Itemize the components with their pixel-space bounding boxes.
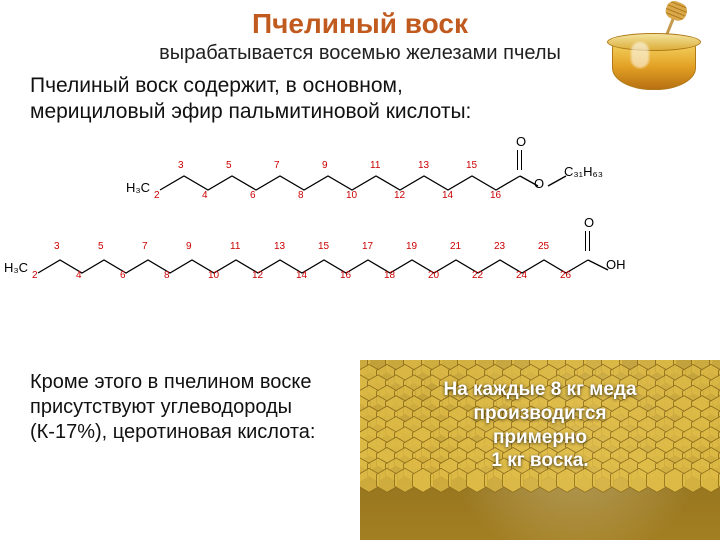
honey-jar [612,38,696,90]
honeycomb-caption: На каждые 8 кг меда производится примерн… [360,378,720,473]
bottom-row: Кроме этого в пчелином воске присутствую… [0,360,720,540]
honeycomb-line1: На каждые 8 кг меда [443,379,636,400]
paragraph-hydrocarbons: Кроме этого в пчелином воске присутствую… [0,360,360,540]
chem-structure-cerotic-acid: H₃COOH2523211917151311975326242220181614… [0,216,720,302]
honeycomb-image: На каждые 8 кг меда производится примерн… [360,360,720,540]
honeycomb-line4: 1 кг воска. [491,450,588,471]
honey-jar-image [592,4,712,90]
honeycomb-line3: примерно [493,427,587,448]
chem-structure-ester: H₃COOC₃₁H₆₃1513119753161412108642 [0,130,720,216]
honeycomb-line2: производится [473,403,606,424]
paragraph-composition: Пчелиный воск содержит, в основном, мери… [0,65,560,126]
